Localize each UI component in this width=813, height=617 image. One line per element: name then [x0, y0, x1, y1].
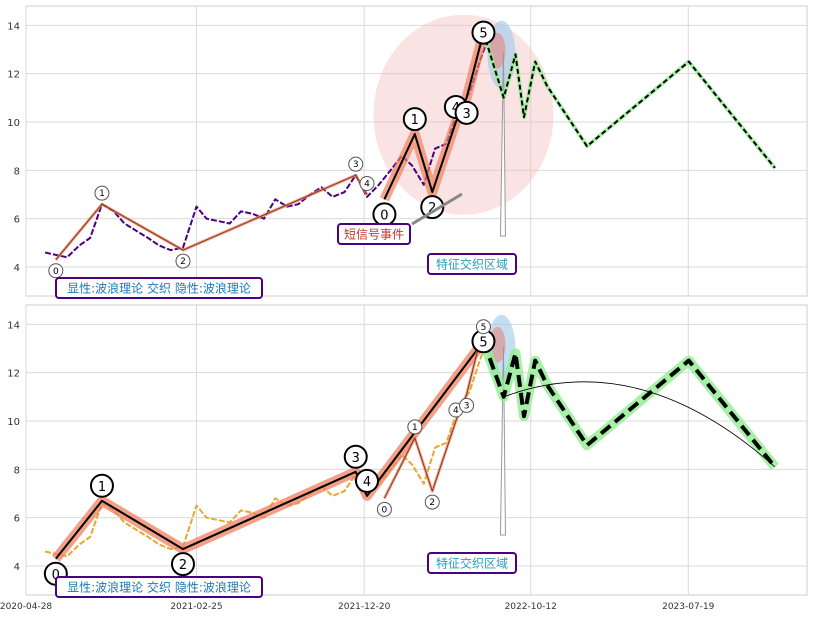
y-tick-label: 12	[7, 70, 20, 81]
secondary-wave-label-circle	[475, 319, 491, 335]
x-tick-label: 2020-04-28	[0, 602, 52, 612]
x-tick-label: 2021-12-20	[338, 602, 391, 612]
forecast-line	[482, 32, 776, 169]
y-tick-label: 14	[7, 320, 20, 331]
y-tick-label: 14	[7, 21, 20, 32]
secondary-wave-label-circle	[420, 195, 445, 220]
secondary-wave-label-circle	[402, 107, 427, 132]
primary-wave-label-text: 1	[99, 189, 105, 199]
y-tick-label: 8	[14, 465, 20, 476]
y-tick-label: 6	[14, 215, 20, 226]
primary-wave-label-text: 4	[364, 180, 370, 190]
feature-zone-label-box	[427, 552, 517, 574]
primary-wave-label-circle	[94, 185, 110, 201]
primary-wave-label-circle	[175, 253, 191, 269]
secondary-wave-label-text: 1	[412, 423, 418, 433]
feature-zone-label-text: 特征交织区域	[436, 556, 508, 571]
y-tick-label: 8	[14, 166, 20, 177]
x-tick-label: 2022-10-12	[505, 602, 557, 612]
peak-spike-marker	[499, 52, 506, 237]
secondary-wave-label-circle	[459, 397, 475, 413]
secondary-wave-label-text: 3	[462, 107, 470, 122]
primary-wave-label-text: 0	[52, 568, 60, 583]
primary-wave-label-text: 3	[353, 160, 359, 170]
y-tick-label: 10	[7, 118, 20, 129]
secondary-wave-label-text: 1	[411, 113, 419, 128]
secondary-wave-line	[383, 326, 484, 499]
secondary-wave-label-circle	[407, 419, 423, 435]
legend-box	[55, 277, 263, 299]
y-tick-label: 6	[14, 514, 20, 525]
y-tick-label: 12	[7, 369, 20, 380]
top-panel: 46810121401234012435显性:波浪理论 交织 隐性:波浪理论特征…	[7, 5, 808, 299]
primary-wave-label-circle	[343, 444, 368, 469]
forecast-arc	[503, 381, 776, 468]
legend-text: 显性:波浪理论 交织 隐性:波浪理论	[67, 580, 251, 595]
primary-wave-label-circle	[170, 552, 195, 577]
y-tick-label: 4	[14, 562, 20, 573]
event-label-box	[337, 223, 411, 245]
event-pointer	[411, 192, 463, 226]
secondary-wave-line	[383, 32, 485, 200]
peak-spike-marker	[499, 346, 506, 536]
x-tick-label: 2023-07-19	[662, 602, 715, 612]
primary-wave-label-text: 2	[180, 257, 186, 267]
plot-frame	[25, 304, 808, 596]
y-tick-label: 10	[7, 417, 20, 428]
secondary-wave-label-circle	[376, 501, 392, 517]
x-tick-label: 2021-02-25	[170, 602, 222, 612]
primary-wave-label-text: 2	[179, 558, 187, 573]
secondary-wave-label-text: 2	[429, 498, 435, 508]
primary-wave-label-text: 1	[98, 480, 106, 495]
secondary-wave-label-text: 4	[453, 406, 459, 416]
primary-wave-line	[55, 174, 368, 261]
primary-wave-label-circle	[359, 176, 375, 191]
primary-wave-label-text: 3	[352, 451, 360, 466]
feature-zone-label-text: 特征交织区域	[436, 257, 508, 272]
secondary-wave-label-text: 5	[481, 323, 487, 333]
secondary-wave-label-text: 0	[382, 505, 388, 515]
primary-wave-label-text: 5	[479, 335, 487, 350]
legend-text: 显性:波浪理论 交织 隐性:波浪理论	[67, 281, 251, 296]
secondary-wave-label-circle	[471, 20, 496, 45]
primary-wave-label-circle	[348, 156, 364, 172]
secondary-wave-label-text: 2	[428, 201, 436, 216]
primary-wave-line	[55, 340, 485, 560]
legend-box	[55, 576, 263, 598]
secondary-wave-label-circle	[424, 494, 440, 510]
secondary-wave-label-circle	[454, 100, 479, 125]
forecast-line	[481, 340, 777, 469]
primary-wave-label-text: 0	[53, 267, 59, 277]
event-label-text: 短信号事件	[344, 228, 404, 242]
y-tick-label: 4	[14, 263, 20, 274]
primary-wave-label-circle	[89, 473, 114, 498]
primary-wave-label-text: 4	[363, 475, 371, 490]
x-axis: 2020-04-28 2021-02-25 2021-12-20 2022-10-12…	[0, 602, 715, 612]
secondary-wave-label-text: 3	[464, 401, 470, 411]
feature-zone-label-box	[427, 253, 517, 275]
secondary-wave-label-text: 5	[479, 27, 487, 42]
secondary-wave-label-text: 0	[380, 208, 388, 223]
primary-wave-label-circle	[48, 263, 64, 279]
primary-wave-label-circle	[354, 468, 379, 493]
